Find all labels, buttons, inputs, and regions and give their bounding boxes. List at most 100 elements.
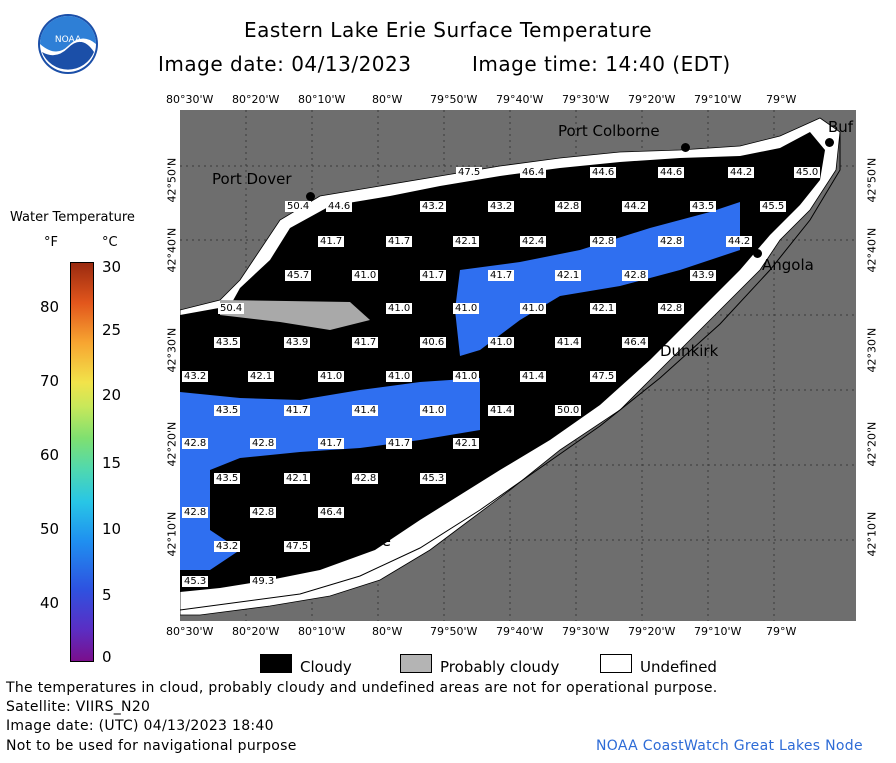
lon-label: 79°10'W	[694, 625, 742, 638]
footer-note: The temperatures in cloud, probably clou…	[6, 680, 718, 696]
temperature-label: 43.9	[690, 270, 717, 281]
f-tick: 40	[40, 594, 60, 612]
temperature-label: 44.6	[658, 167, 685, 178]
temperature-label: 49.3	[250, 576, 277, 587]
temperature-label: 41.0	[420, 405, 447, 416]
temperature-label: 44.2	[726, 236, 753, 247]
map-panel	[179, 110, 856, 621]
temperature-label: 43.9	[284, 337, 311, 348]
lon-label: 79°30'W	[562, 93, 610, 106]
temperature-label: 42.1	[284, 473, 311, 484]
temperature-label: 41.7	[420, 270, 447, 281]
temperature-label: 41.7	[318, 438, 345, 449]
temperature-label: 45.3	[420, 473, 447, 484]
lon-label: 80°W	[372, 625, 403, 638]
lon-label: 80°30'W	[166, 625, 214, 638]
f-tick: 80	[40, 298, 60, 316]
c-tick: 25	[102, 321, 122, 339]
city-label: Buf	[828, 118, 854, 136]
temperature-label: 43.2	[420, 201, 447, 212]
temperature-label: 50.4	[285, 201, 312, 212]
footer-disclaimer: Not to be used for navigational purpose	[6, 738, 297, 754]
temperature-label: 41.4	[520, 371, 547, 382]
lon-label: 79°10'W	[694, 93, 742, 106]
temperature-label: 47.5	[284, 541, 311, 552]
lon-label: 79°W	[766, 93, 797, 106]
city-marker	[825, 138, 834, 147]
lat-label: 42°30'N	[165, 327, 179, 373]
f-tick: 60	[40, 446, 60, 464]
temperature-label: 42.8	[182, 507, 209, 518]
city-label: Port Colborne	[558, 122, 660, 140]
lon-label: 79°40'W	[496, 625, 544, 638]
temperature-label: 47.5	[590, 371, 617, 382]
temperature-label: 41.0	[318, 371, 345, 382]
noaa-logo-text: NOAA	[55, 35, 82, 45]
image-time: Image time: 14:40 (EDT)	[472, 52, 731, 76]
temperature-label: 45.3	[182, 576, 209, 587]
lon-label: 79°20'W	[628, 625, 676, 638]
temperature-label: 42.1	[590, 303, 617, 314]
temperature-label: 50.0	[555, 405, 582, 416]
temperature-label: 43.5	[690, 201, 717, 212]
lake-map	[179, 110, 856, 621]
temperature-label: 42.1	[453, 438, 480, 449]
lat-label: 42°50'N	[865, 157, 879, 203]
temperature-label: 42.8	[590, 236, 617, 247]
lon-label: 80°30'W	[166, 93, 214, 106]
city-marker	[648, 338, 657, 347]
lat-label: 42°10'N	[865, 511, 879, 557]
c-tick: 5	[102, 586, 112, 604]
lat-label: 42°40'N	[865, 227, 879, 273]
temperature-label: 41.0	[386, 303, 413, 314]
temperature-label: 43.5	[214, 473, 241, 484]
temperature-label: 44.6	[590, 167, 617, 178]
temperature-label: 43.5	[214, 405, 241, 416]
image-date: Image date: 04/13/2023	[158, 52, 412, 76]
temperature-label: 45.7	[285, 270, 312, 281]
water-band-south	[180, 378, 480, 570]
legend-probably-cloudy: Probably cloudy	[440, 658, 560, 676]
legend-swatch-cloudy	[260, 654, 292, 673]
temperature-label: 43.5	[214, 337, 241, 348]
footer-satellite: Satellite: VIIRS_N20	[6, 699, 151, 715]
city-label: Angola	[762, 256, 814, 274]
temperature-label: 41.7	[386, 438, 413, 449]
temperature-label: 41.7	[488, 270, 515, 281]
temperature-label: 41.0	[520, 303, 547, 314]
temperature-label: 42.8	[555, 201, 582, 212]
temperature-label: 44.2	[622, 201, 649, 212]
legend-swatch-undefined	[600, 654, 632, 673]
temperature-label: 42.1	[453, 236, 480, 247]
temperature-label: 40.6	[420, 337, 447, 348]
temperature-label: 41.7	[352, 337, 379, 348]
temperature-label: 42.4	[520, 236, 547, 247]
temperature-label: 42.8	[622, 270, 649, 281]
temperature-label: 42.8	[250, 507, 277, 518]
legend-swatch-probably-cloudy	[400, 654, 432, 673]
scale-c-unit: °C	[102, 235, 118, 250]
temperature-label: 44.6	[326, 201, 353, 212]
footer-utc-date: Image date: (UTC) 04/13/2023 18:40	[6, 718, 274, 734]
temperature-label: 41.0	[453, 371, 480, 382]
c-tick: 10	[102, 520, 122, 538]
legend-undefined: Undefined	[640, 658, 717, 676]
lat-label: 42°20'N	[165, 421, 179, 467]
lon-label: 79°30'W	[562, 625, 610, 638]
lat-label: 42°50'N	[165, 157, 179, 203]
f-tick: 70	[40, 372, 60, 390]
city-label: Dunkirk	[660, 342, 719, 360]
lat-label: 42°20'N	[865, 421, 879, 467]
temperature-label: 41.7	[284, 405, 311, 416]
temperature-label: 43.2	[182, 371, 209, 382]
lon-label: 80°10'W	[298, 625, 346, 638]
temperature-label: 46.4	[622, 337, 649, 348]
lon-label: 80°W	[372, 93, 403, 106]
temperature-label: 41.4	[352, 405, 379, 416]
temperature-color-scale	[70, 262, 94, 662]
temperature-label: 42.8	[658, 236, 685, 247]
temperature-label: 46.4	[318, 507, 345, 518]
lat-label: 42°10'N	[165, 511, 179, 557]
temperature-label: 42.1	[555, 270, 582, 281]
temperature-label: 41.7	[318, 236, 345, 247]
